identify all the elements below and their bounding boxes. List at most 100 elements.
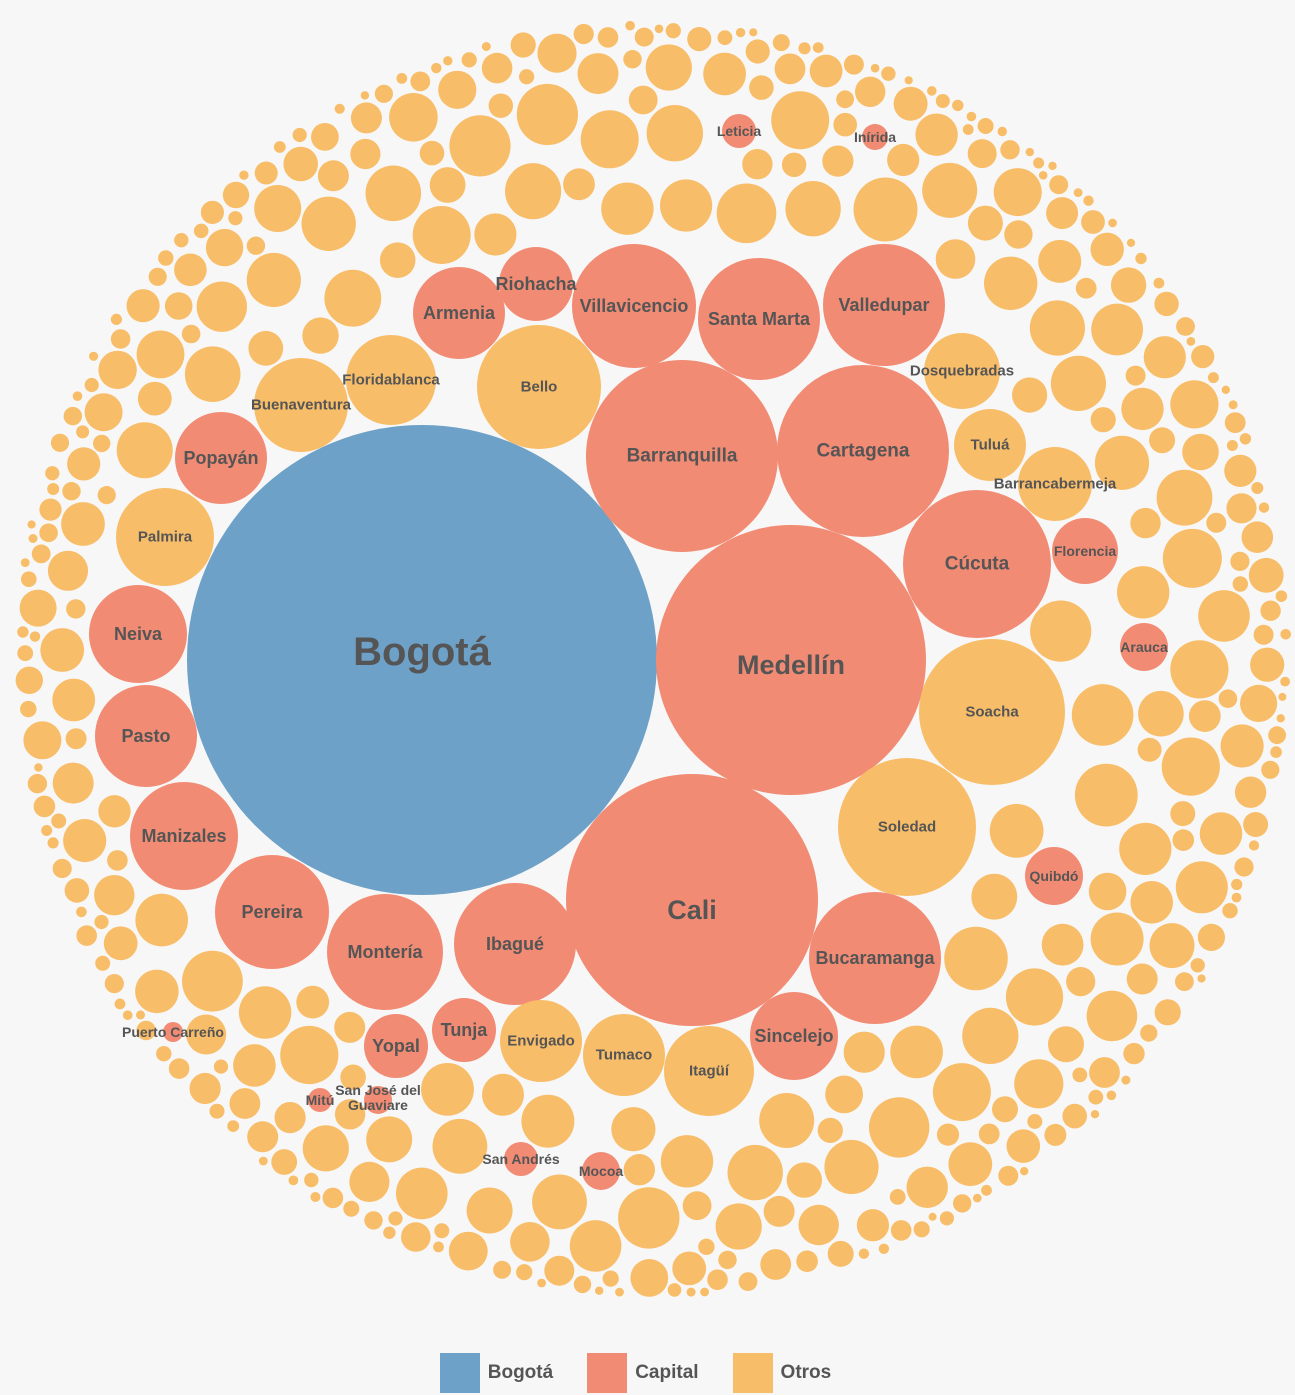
bubble-otros-unlabeled xyxy=(922,162,978,218)
bubble-otros-unlabeled xyxy=(577,53,619,95)
bubble-cucuta xyxy=(903,490,1051,638)
bubble-otros-unlabeled xyxy=(904,76,913,85)
bubble-label-leticia: Leticia xyxy=(717,123,762,139)
bubble-otros-unlabeled xyxy=(836,90,854,109)
bubble-otros-unlabeled xyxy=(239,170,249,180)
bubble-otros-unlabeled xyxy=(493,1260,512,1279)
bubble-otros-unlabeled xyxy=(1123,1042,1145,1065)
bubble-otros-unlabeled xyxy=(310,1192,321,1202)
bubble-otros-unlabeled xyxy=(39,498,62,521)
bubble-otros-unlabeled xyxy=(1276,714,1285,723)
bubble-otros-unlabeled xyxy=(89,351,99,361)
bubble-popayan xyxy=(175,412,267,504)
bubble-label-buenaventura: Buenaventura xyxy=(251,397,352,414)
bubble-buenaventura xyxy=(254,358,348,452)
bubble-otros-unlabeled xyxy=(1198,590,1250,642)
bubble-otros-unlabeled xyxy=(364,1211,383,1230)
bubble-otros-unlabeled xyxy=(296,985,330,1019)
bubble-otros-unlabeled xyxy=(781,152,807,177)
bubble-otros-unlabeled xyxy=(1106,1090,1117,1101)
bubble-otros-unlabeled xyxy=(116,422,173,479)
bubble-label-barranquilla: Barranquilla xyxy=(627,446,738,467)
bubble-otros-unlabeled xyxy=(50,433,70,452)
bubble-otros-unlabeled xyxy=(1175,861,1228,914)
bubble-otros-unlabeled xyxy=(738,1272,758,1291)
bubble-otros-unlabeled xyxy=(700,1287,709,1297)
bubble-otros-unlabeled xyxy=(1176,317,1195,336)
bubble-otros-unlabeled xyxy=(366,1116,413,1163)
bubble-otros-unlabeled xyxy=(772,34,790,52)
bubble-otros-unlabeled xyxy=(84,377,99,393)
bubble-otros-unlabeled xyxy=(1268,726,1286,745)
bubble-otros-unlabeled xyxy=(1046,197,1079,230)
bubble-riohacha xyxy=(499,247,573,321)
bubble-otros-unlabeled xyxy=(433,1241,444,1253)
bubble-otros-unlabeled xyxy=(47,550,89,591)
bubble-otros-unlabeled xyxy=(158,250,174,266)
bubble-otros-unlabeled xyxy=(716,183,777,244)
bubble-label-valledupar: Valledupar xyxy=(838,295,929,315)
bubble-otros-unlabeled xyxy=(1153,277,1165,289)
bubble-otros-unlabeled xyxy=(1135,252,1147,265)
bubble-otros-unlabeled xyxy=(63,819,107,863)
bubble-otros-unlabeled xyxy=(1280,676,1290,687)
bubble-otros-unlabeled xyxy=(687,26,712,52)
bubble-otros-unlabeled xyxy=(927,86,937,96)
bubble-otros-unlabeled xyxy=(126,289,160,323)
bubble-otros-unlabeled xyxy=(966,111,977,122)
bubble-otros-unlabeled xyxy=(1234,776,1267,808)
bubble-otros-unlabeled xyxy=(1138,690,1184,737)
bubble-otros-unlabeled xyxy=(997,126,1007,137)
bubble-otros-unlabeled xyxy=(1191,345,1215,369)
bubble-otros-unlabeled xyxy=(103,926,138,961)
bubble-otros-unlabeled xyxy=(870,63,880,73)
bubble-label-inirida: Inírida xyxy=(854,129,896,145)
bubble-label-arauca: Arauca xyxy=(1120,639,1168,655)
bubble-otros-unlabeled xyxy=(34,763,43,772)
bubble-otros-unlabeled xyxy=(948,1142,993,1187)
bubble-otros-unlabeled xyxy=(1044,1123,1067,1146)
bubble-otros-unlabeled xyxy=(967,205,1003,241)
bubble-otros-unlabeled xyxy=(280,1025,339,1085)
bubble-otros-unlabeled xyxy=(977,118,994,134)
bubble-otros-unlabeled xyxy=(1027,1114,1043,1129)
bubble-otros-unlabeled xyxy=(76,906,87,918)
bubble-otros-unlabeled xyxy=(238,986,292,1039)
bubble-otros-unlabeled xyxy=(135,893,188,947)
bubble-otros-unlabeled xyxy=(1083,195,1094,206)
bubble-otros-unlabeled xyxy=(682,1191,712,1221)
bubble-otros-unlabeled xyxy=(47,483,60,495)
bubble-label-cucuta: Cúcuta xyxy=(945,554,1010,575)
bubble-otros-unlabeled xyxy=(213,1059,229,1074)
bubble-otros-unlabeled xyxy=(222,181,250,209)
bubble-otros-unlabeled xyxy=(1048,1026,1084,1063)
bubble-otros-unlabeled xyxy=(233,1044,276,1087)
bubble-otros-unlabeled xyxy=(1206,512,1227,533)
bubble-otros-unlabeled xyxy=(1170,801,1196,827)
bubble-otros-unlabeled xyxy=(809,54,843,88)
bubble-otros-unlabeled xyxy=(798,42,811,55)
bubble-label-monteria: Montería xyxy=(347,942,423,962)
legend-label-capital: Capital xyxy=(635,1362,699,1383)
bubble-otros-unlabeled xyxy=(360,91,370,100)
bubble-otros-unlabeled xyxy=(519,69,535,85)
bubble-otros-unlabeled xyxy=(1149,427,1176,454)
bubble-otros-unlabeled xyxy=(64,878,90,903)
labeled-city-bubbles xyxy=(89,114,1168,1190)
bubble-otros-unlabeled xyxy=(615,1287,624,1297)
bubble-otros-unlabeled xyxy=(52,762,94,804)
bubble-bucaramanga xyxy=(809,892,941,1024)
bubble-otros-unlabeled xyxy=(97,486,116,505)
legend: Bogotá Capital Otros xyxy=(0,1353,1295,1393)
bubble-otros-unlabeled xyxy=(365,165,422,222)
bubble-label-manizales: Manizales xyxy=(141,826,226,846)
bubble-otros-unlabeled xyxy=(812,42,824,53)
legend-item-capital: Capital xyxy=(587,1353,722,1393)
bubble-otros-unlabeled xyxy=(1086,990,1138,1042)
bubble-otros-unlabeled xyxy=(76,425,90,439)
bubble-otros-unlabeled xyxy=(95,955,111,971)
bubble-otros-unlabeled xyxy=(727,1144,783,1201)
bubble-otros-unlabeled xyxy=(634,27,654,47)
bubble-otros-unlabeled xyxy=(292,127,307,143)
bubble-otros-unlabeled xyxy=(1186,337,1196,346)
